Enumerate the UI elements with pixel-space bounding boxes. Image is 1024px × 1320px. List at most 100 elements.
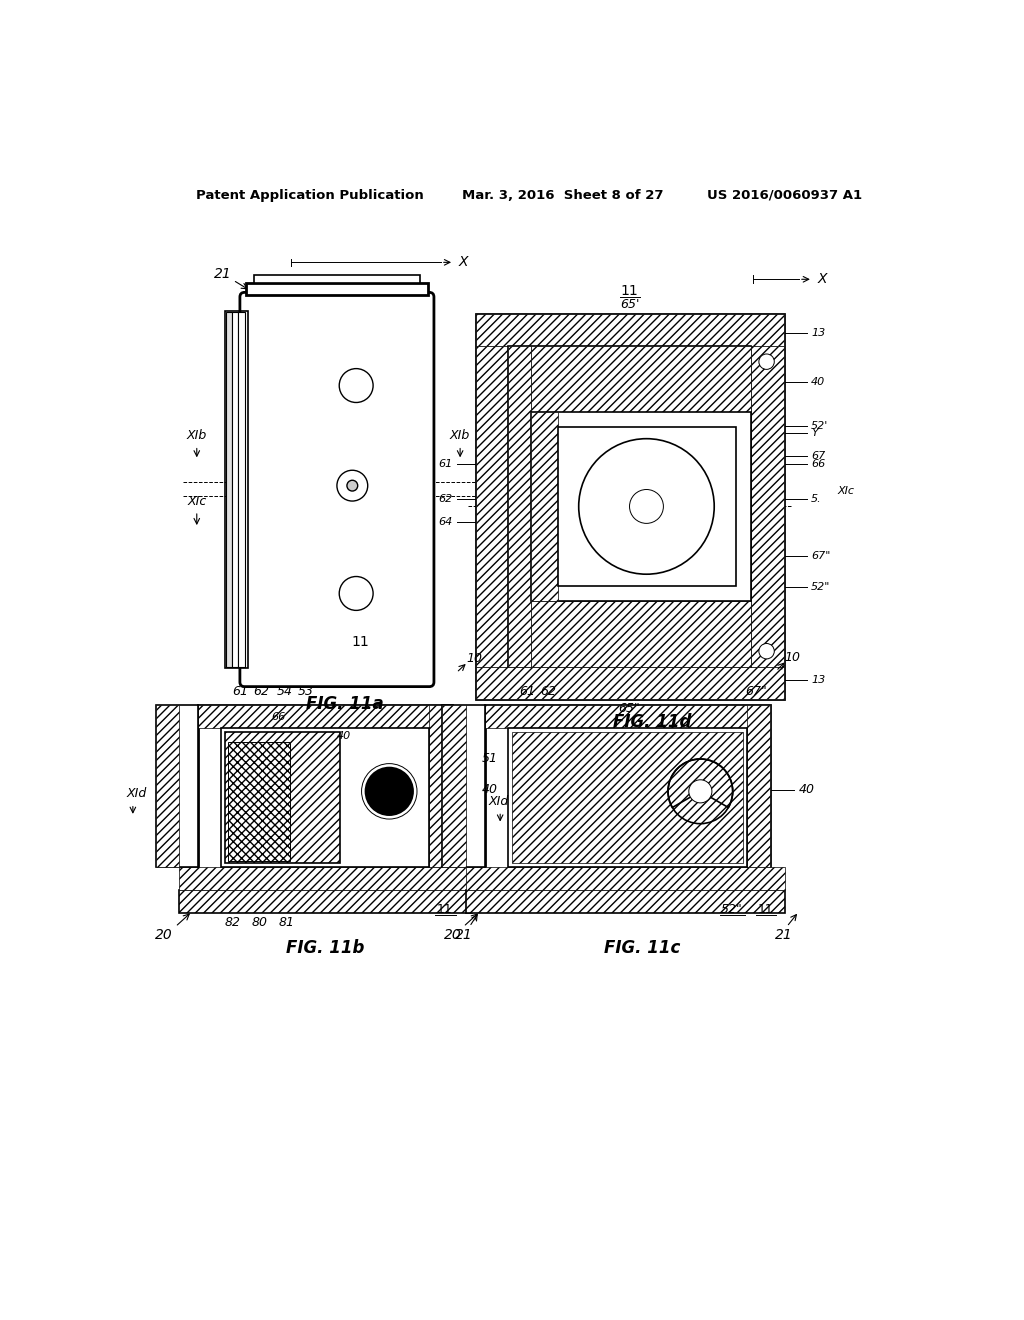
Text: 52': 52'	[811, 421, 828, 430]
Text: 67": 67"	[811, 552, 830, 561]
Text: 40: 40	[336, 731, 350, 741]
Text: XIc: XIc	[838, 486, 854, 496]
Text: 10: 10	[466, 652, 482, 665]
Text: X: X	[459, 255, 468, 269]
Text: 5.: 5.	[811, 494, 822, 504]
Text: 11: 11	[621, 284, 638, 298]
Text: FIG. 11d: FIG. 11d	[613, 713, 692, 731]
Bar	[508, 346, 531, 667]
Text: 65': 65'	[620, 298, 639, 312]
Bar	[512, 733, 742, 863]
Bar	[475, 314, 783, 700]
Text: 66: 66	[271, 711, 286, 722]
Bar	[558, 428, 736, 586]
Text: FIG. 11a: FIG. 11a	[306, 694, 384, 713]
Bar	[254, 276, 420, 284]
Text: 40: 40	[799, 783, 815, 796]
Bar	[475, 667, 783, 700]
Text: XId: XId	[127, 787, 146, 800]
Text: 10: 10	[784, 651, 801, 664]
Text: 51: 51	[481, 752, 498, 766]
Bar	[484, 705, 770, 890]
Bar	[531, 412, 752, 601]
Bar	[246, 284, 428, 296]
Text: 62: 62	[540, 685, 556, 698]
Bar	[156, 705, 179, 867]
Bar	[442, 705, 466, 867]
Circle shape	[365, 767, 414, 816]
Bar	[752, 346, 783, 667]
Bar	[179, 867, 472, 890]
Text: 40: 40	[481, 783, 498, 796]
Bar	[232, 313, 239, 667]
Text: 62: 62	[438, 494, 453, 504]
Text: 40: 40	[811, 376, 825, 387]
Text: 13: 13	[811, 329, 825, 338]
Circle shape	[361, 763, 417, 818]
Text: FIG. 11b: FIG. 11b	[286, 939, 365, 957]
Text: 82: 82	[225, 916, 241, 929]
Text: 21: 21	[774, 928, 793, 941]
Text: X: X	[817, 272, 826, 286]
Bar	[226, 313, 232, 667]
Bar	[508, 346, 752, 667]
Text: XIc: XIc	[187, 495, 207, 508]
Text: Mar. 3, 2016  Sheet 8 of 27: Mar. 3, 2016 Sheet 8 of 27	[462, 189, 664, 202]
Text: 11: 11	[758, 903, 774, 916]
Bar	[239, 313, 245, 667]
Text: 20: 20	[443, 928, 461, 941]
Bar	[179, 890, 472, 913]
Wedge shape	[668, 759, 733, 808]
Bar	[199, 705, 453, 729]
Text: 61: 61	[519, 685, 536, 698]
Bar	[531, 346, 752, 412]
Text: XIb: XIb	[450, 429, 470, 442]
Text: Patent Application Publication: Patent Application Publication	[196, 189, 424, 202]
Bar	[221, 729, 429, 867]
Text: FIG. 11c: FIG. 11c	[604, 939, 681, 957]
Text: XId: XId	[488, 795, 509, 808]
Text: 67: 67	[811, 451, 825, 462]
Circle shape	[759, 644, 774, 659]
Bar	[442, 705, 484, 867]
Text: 52": 52"	[720, 903, 742, 916]
Circle shape	[347, 480, 357, 491]
Bar	[156, 705, 199, 867]
Bar	[508, 729, 746, 867]
Text: 66: 66	[811, 459, 825, 469]
Bar	[227, 742, 291, 861]
Text: 11: 11	[351, 635, 369, 649]
Circle shape	[689, 780, 712, 803]
Bar	[531, 601, 752, 667]
Text: 54: 54	[276, 685, 293, 698]
Text: 53: 53	[298, 685, 314, 698]
Bar	[429, 705, 453, 867]
Bar	[466, 867, 785, 890]
Text: 62: 62	[254, 685, 269, 698]
Text: 65": 65"	[618, 702, 640, 714]
Text: 67": 67"	[744, 685, 767, 698]
Circle shape	[759, 354, 774, 370]
Text: 21: 21	[214, 267, 231, 281]
Circle shape	[579, 438, 714, 574]
Text: 21: 21	[455, 928, 473, 941]
Bar	[746, 705, 770, 867]
Bar	[484, 705, 770, 729]
Text: 13: 13	[811, 675, 825, 685]
Text: Y: Y	[811, 428, 818, 438]
Circle shape	[339, 577, 373, 610]
Text: 20: 20	[155, 928, 173, 941]
Bar	[225, 733, 340, 863]
Text: 64: 64	[438, 517, 453, 527]
Bar	[531, 412, 558, 601]
Text: 61: 61	[438, 459, 453, 469]
Bar	[475, 314, 783, 346]
Circle shape	[337, 470, 368, 502]
Bar	[466, 890, 785, 913]
Text: 52": 52"	[811, 582, 830, 593]
Text: XIb: XIb	[186, 429, 207, 442]
Text: 81: 81	[279, 916, 295, 929]
Text: 80: 80	[252, 916, 268, 929]
FancyBboxPatch shape	[240, 293, 434, 686]
Text: 61: 61	[232, 685, 249, 698]
